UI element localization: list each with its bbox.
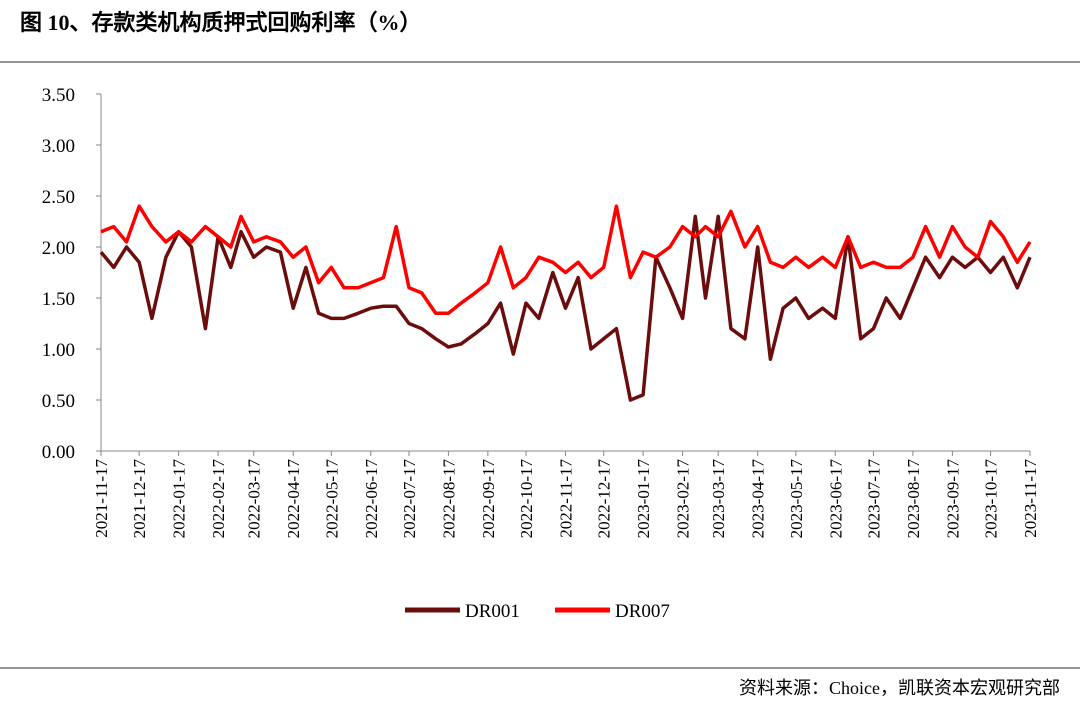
- chart-title: 图 10、存款类机构质押式回购利率（%）: [20, 10, 422, 35]
- x-tick-label: 2022-01-17: [170, 459, 189, 539]
- x-tick-label: 2023-03-17: [709, 459, 728, 539]
- source-note: 资料来源：Choice，凯联资本宏观研究部: [739, 678, 1060, 698]
- x-tick-label: 2021-12-17: [130, 459, 149, 539]
- x-tick-label: 2023-07-17: [864, 459, 883, 539]
- y-tick-label: 0.50: [42, 391, 75, 412]
- legend-label: DR001: [465, 601, 520, 622]
- x-tick-label: 2023-11-17: [1021, 459, 1040, 538]
- y-tick-label: 3.50: [42, 85, 75, 106]
- x-tick-label: 2022-09-17: [479, 459, 498, 539]
- x-tick-label: 2023-05-17: [787, 459, 806, 539]
- legend-label: DR007: [615, 601, 670, 622]
- x-tick-label: 2022-04-17: [284, 459, 303, 539]
- x-tick-label: 2022-08-17: [439, 459, 458, 539]
- y-tick-label: 1.00: [42, 340, 75, 361]
- x-tick-label: 2022-03-17: [245, 459, 264, 539]
- x-tick-label: 2023-02-17: [674, 459, 693, 539]
- x-tick-label: 2021-11-17: [92, 459, 111, 538]
- series-line: [99, 214, 1032, 402]
- x-tick-label: 2023-01-17: [634, 459, 653, 539]
- x-tick-label: 2022-02-17: [209, 459, 228, 539]
- y-tick-label: 2.00: [42, 238, 75, 259]
- y-tick-label: 3.00: [42, 136, 75, 157]
- x-tick-label: 2022-11-17: [557, 459, 576, 538]
- y-tick-label: 2.50: [42, 187, 75, 208]
- x-tick-label: 2022-10-17: [517, 459, 536, 539]
- y-tick-label: 1.50: [42, 289, 75, 310]
- x-tick-label: 2022-05-17: [322, 459, 341, 539]
- x-tick-label: 2023-10-17: [982, 459, 1001, 539]
- y-tick-label: 0.00: [42, 442, 75, 463]
- x-tick-label: 2022-12-17: [595, 459, 614, 539]
- series-line: [100, 204, 1032, 316]
- x-tick-label: 2023-04-17: [749, 459, 768, 539]
- x-tick-label: 2023-08-17: [904, 459, 923, 539]
- x-tick-label: 2023-09-17: [943, 459, 962, 539]
- x-tick-label: 2022-06-17: [362, 459, 381, 539]
- x-tick-label: 2022-07-17: [400, 459, 419, 539]
- x-tick-label: 2023-06-17: [826, 459, 845, 539]
